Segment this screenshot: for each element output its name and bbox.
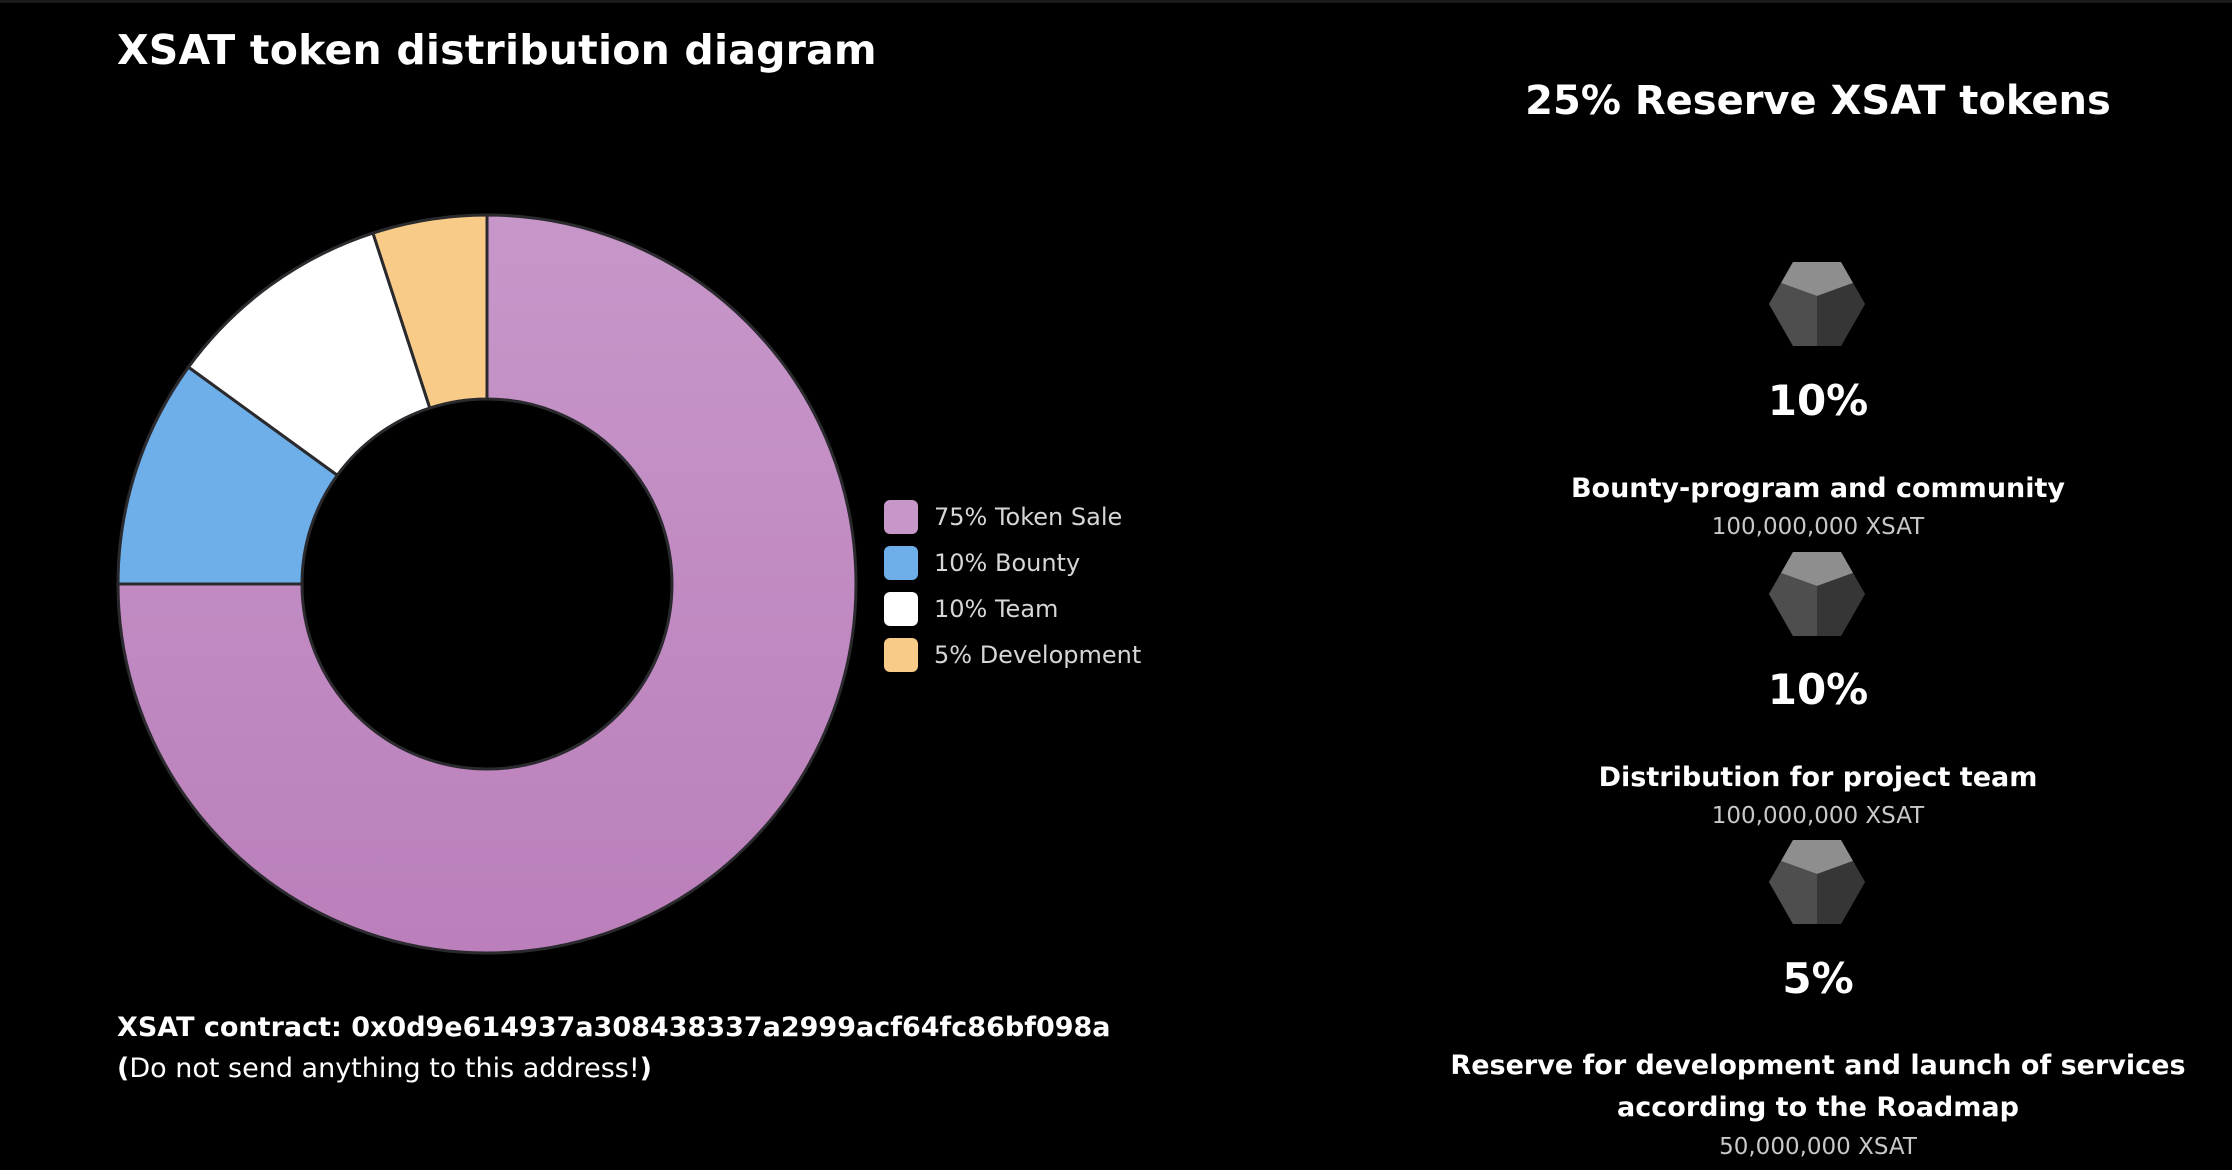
warning-paren-close: ) — [639, 1053, 652, 1084]
reserve-desc-development-line1: Reserve for development and launch of se… — [1450, 1050, 2186, 1081]
donut-slice-development — [371, 213, 489, 410]
donut-chart — [116, 213, 858, 955]
legend-item-token-sale: 75% Token Sale — [884, 494, 1141, 540]
contract-warning: (Do not send anything to this address!) — [117, 1048, 1111, 1089]
gem-icon — [1769, 552, 1865, 636]
page-title: XSAT token distribution diagram — [117, 26, 877, 74]
reserve-desc-bounty: Bounty-program and community — [1570, 473, 2066, 504]
legend-swatch-bounty — [884, 546, 918, 580]
reserve-amount-team: 100,000,000 XSAT — [1711, 803, 1925, 829]
contract-address: XSAT contract: 0x0d9e614937a308438337a29… — [117, 1012, 1111, 1043]
reserve-amount-bounty: 100,000,000 XSAT — [1711, 514, 1925, 540]
legend-swatch-token-sale — [884, 500, 918, 534]
legend-label-token-sale: 75% Token Sale — [934, 503, 1123, 531]
warning-paren-open: ( — [117, 1053, 130, 1084]
gem-icon — [1769, 840, 1865, 924]
legend-label-team: 10% Team — [934, 595, 1059, 623]
legend-swatch-development — [884, 638, 918, 672]
legend-item-bounty: 10% Bounty — [884, 540, 1141, 586]
top-border — [0, 0, 2232, 3]
reserve-amount-development: 50,000,000 XSAT — [1719, 1134, 1917, 1160]
chart-legend: 75% Token Sale 10% Bounty 10% Team 5% De… — [884, 494, 1141, 678]
contract-info: XSAT contract: 0x0d9e614937a308438337a29… — [117, 1007, 1111, 1089]
warning-text: Do not send anything to this address! — [129, 1053, 640, 1084]
reserve-desc-development: Reserve for development and launch of se… — [1400, 1045, 2232, 1129]
reserve-desc-development-line2: according to the Roadmap — [1617, 1092, 2019, 1123]
legend-label-bounty: 10% Bounty — [934, 549, 1081, 577]
reserve-percent-development: 5% — [1782, 954, 1854, 1003]
legend-item-team: 10% Team — [884, 586, 1141, 632]
legend-label-development: 5% Development — [934, 641, 1142, 669]
donut-slice-token-sale — [116, 213, 858, 955]
reserve-panel: 25% Reserve XSAT tokens 10% Bounty-progr… — [1400, 0, 2232, 1170]
gem-icon — [1769, 262, 1865, 346]
reserve-title: 25% Reserve XSAT tokens — [1525, 78, 2111, 124]
reserve-desc-team: Distribution for project team — [1598, 762, 2038, 793]
legend-item-development: 5% Development — [884, 632, 1141, 678]
reserve-percent-bounty: 10% — [1767, 376, 1869, 425]
reserve-percent-team: 10% — [1767, 665, 1869, 714]
legend-swatch-team — [884, 592, 918, 626]
